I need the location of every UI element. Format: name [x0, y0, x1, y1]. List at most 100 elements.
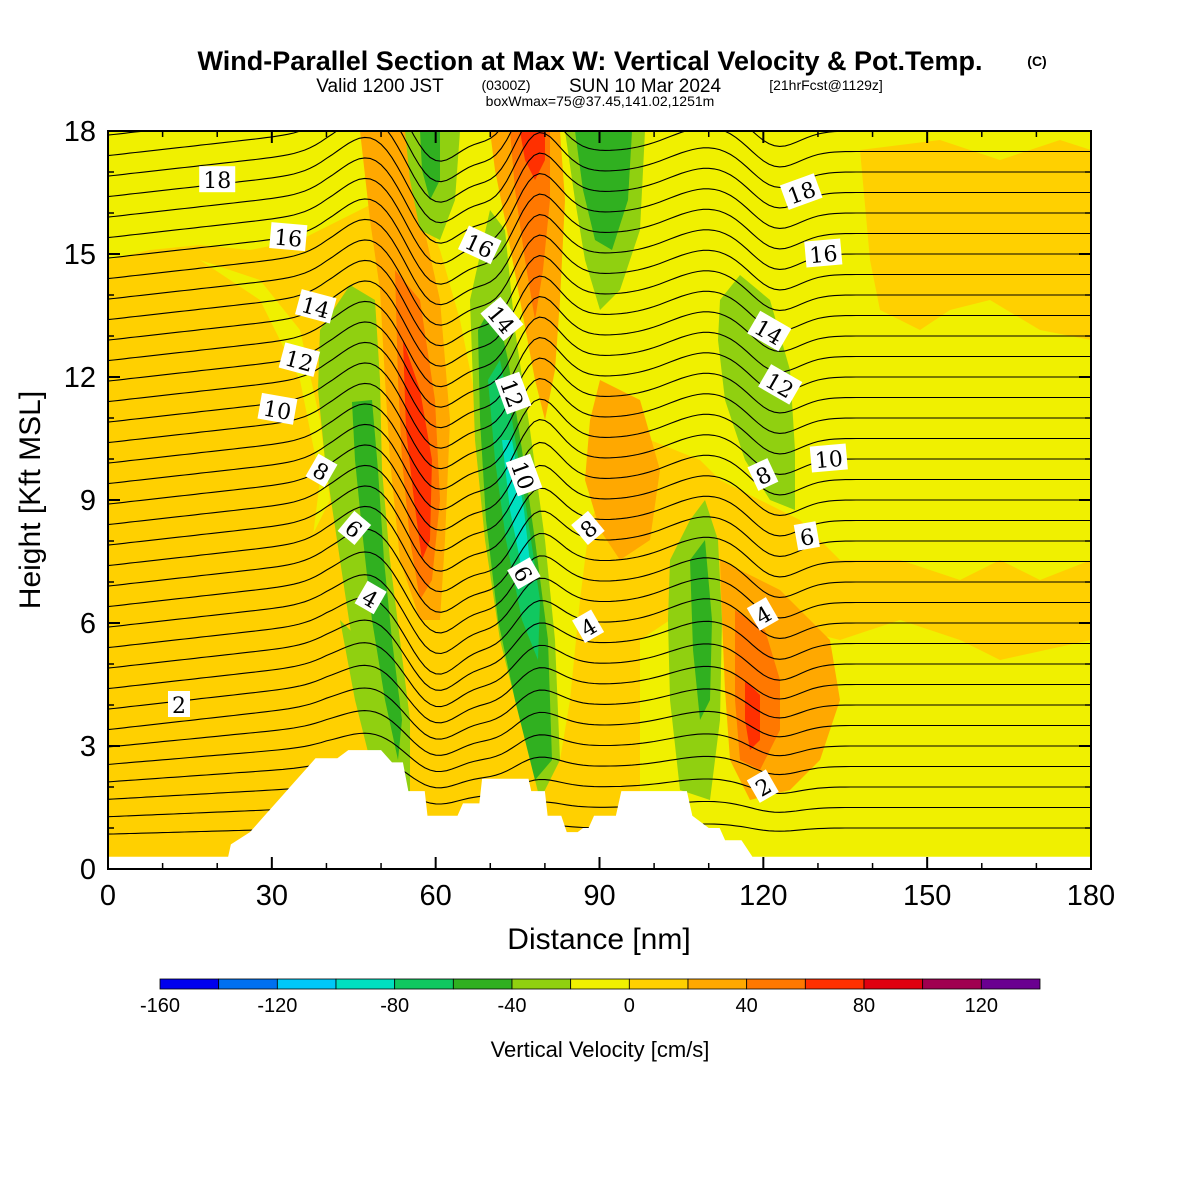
isentrope-line	[108, 275, 1091, 367]
isentrope-line	[108, 296, 1091, 388]
contour-label-bg	[809, 443, 848, 473]
contour-label-text: 18	[203, 169, 231, 194]
y-axis-title: Height [Kft MSL]	[14, 391, 47, 609]
x-tick-label: 0	[100, 880, 116, 912]
isentrope-line	[108, 777, 1091, 805]
colorbar-tick-label: -160	[140, 995, 180, 1017]
contour-label: 18	[199, 166, 236, 194]
colorbar-tick-label: 0	[624, 995, 635, 1017]
contour-label-bg	[746, 769, 779, 803]
contour-label-bg	[167, 691, 190, 717]
contour-label-bg	[199, 166, 236, 193]
contour-label-bg	[505, 453, 543, 497]
colorbar-swatch	[335, 978, 396, 990]
colorbar-swatch	[394, 978, 454, 990]
colorbar-swatch	[980, 978, 1041, 990]
valid-utc: (0300Z)	[481, 77, 530, 93]
x-tick-label: 180	[1067, 880, 1115, 912]
contour-label-bg	[278, 342, 321, 377]
terrain-profile	[108, 750, 1091, 869]
y-tick-label: 6	[80, 608, 96, 640]
contour-label-text: 16	[273, 225, 303, 252]
chart-title: Wind-Parallel Section at Max W: Vertical…	[198, 46, 983, 76]
colorbar-tick-label: -40	[498, 995, 527, 1017]
isentrope-line	[108, 642, 1091, 708]
w-downdraft-upper-b-core	[575, 131, 632, 250]
isentrope-line	[108, 173, 1091, 265]
contour-label-bg	[480, 296, 524, 342]
x-tick-label: 90	[583, 880, 615, 912]
colorbar-swatch	[687, 978, 748, 990]
contour-label-bg	[758, 364, 803, 405]
isentrope-line	[108, 234, 1091, 326]
w-updraft-lower-right-max	[745, 680, 760, 750]
y-tick-label: 12	[64, 362, 96, 394]
colorbar-swatch	[570, 978, 630, 990]
isentrope-line	[108, 574, 1091, 655]
contour-label-bg	[571, 510, 605, 545]
contour-label-bg	[747, 310, 792, 352]
isentrope-line	[108, 732, 1091, 773]
colorbar-tick-label: -80	[380, 995, 409, 1017]
y-tick-label: 9	[80, 485, 96, 517]
forecast-info: [21hrFcst@1129z]	[769, 77, 883, 93]
isentrope-line	[108, 419, 1091, 511]
colorbar-swatch	[159, 978, 220, 990]
x-axis: 0 30 60 90 120 150 180	[100, 131, 1115, 912]
valid-time: Valid 1200 JST	[316, 76, 444, 97]
colorbar-tick-label: 80	[853, 995, 875, 1017]
y-axis: 0 3 6 9 12 15 18	[64, 116, 1091, 886]
contour-label-bg	[269, 222, 308, 252]
isentrope-line	[108, 528, 1091, 613]
isentrope-line	[108, 337, 1091, 429]
isentrope-line	[108, 441, 1091, 531]
w-downdraft-lower-left	[340, 620, 385, 760]
contour-label-bg	[295, 289, 337, 324]
isentrope-line	[108, 664, 1091, 724]
x-tick-label: 120	[739, 880, 787, 912]
contour-label: 16	[269, 222, 308, 253]
colorbar-swatch	[863, 978, 924, 990]
w-downdraft-right-lower-core	[690, 540, 712, 720]
contour-label-bg	[747, 458, 779, 491]
isentrope-line	[108, 378, 1091, 470]
colorbar-swatch	[218, 978, 278, 990]
isentrope-line	[108, 710, 1091, 756]
isentrope-line	[108, 398, 1091, 490]
contour-label: 14	[295, 289, 337, 324]
contour-label-text: 10	[814, 447, 844, 474]
colorbar-tick-label: -120	[257, 995, 297, 1017]
contour-label-bg	[572, 609, 605, 643]
contour-label: 2	[167, 691, 190, 719]
isentrope-line	[108, 464, 1091, 552]
contour-label: 10	[257, 392, 298, 426]
contour-label-bg	[305, 453, 338, 488]
isentrope-line	[108, 214, 1091, 306]
isentrope-line	[108, 755, 1091, 789]
colorbar-swatch	[276, 978, 337, 990]
contour-label-text: 2	[172, 694, 186, 719]
isentrope-line	[108, 596, 1091, 675]
w-region-20-40-a	[860, 140, 1091, 340]
y-tick-label: 15	[64, 239, 96, 271]
colorbar: -160 -120 -80 -40 0 40 80 120	[140, 978, 1041, 1017]
isentrope-line	[108, 551, 1091, 634]
box-wmax-info: boxWmax=75@37.45,141.02,1251m	[486, 93, 715, 109]
colorbar-swatch	[628, 978, 689, 990]
contour-label-bg	[494, 371, 532, 415]
isentrope-line	[108, 485, 1091, 572]
x-tick-label: 150	[903, 880, 951, 912]
isentrope-line	[108, 131, 1091, 203]
x-tick-label: 30	[256, 880, 288, 912]
colorbar-swatch	[746, 978, 806, 990]
contour-label-bg	[337, 510, 372, 545]
y-tick-label: 0	[80, 854, 96, 886]
w-downdraft-upper-a-core	[420, 131, 440, 200]
contour-label-bg	[779, 173, 823, 210]
isentrope-line	[108, 132, 1091, 224]
isentrope-line	[108, 152, 1091, 244]
y-tick-label: 18	[64, 116, 96, 148]
x-tick-label: 60	[420, 880, 452, 912]
